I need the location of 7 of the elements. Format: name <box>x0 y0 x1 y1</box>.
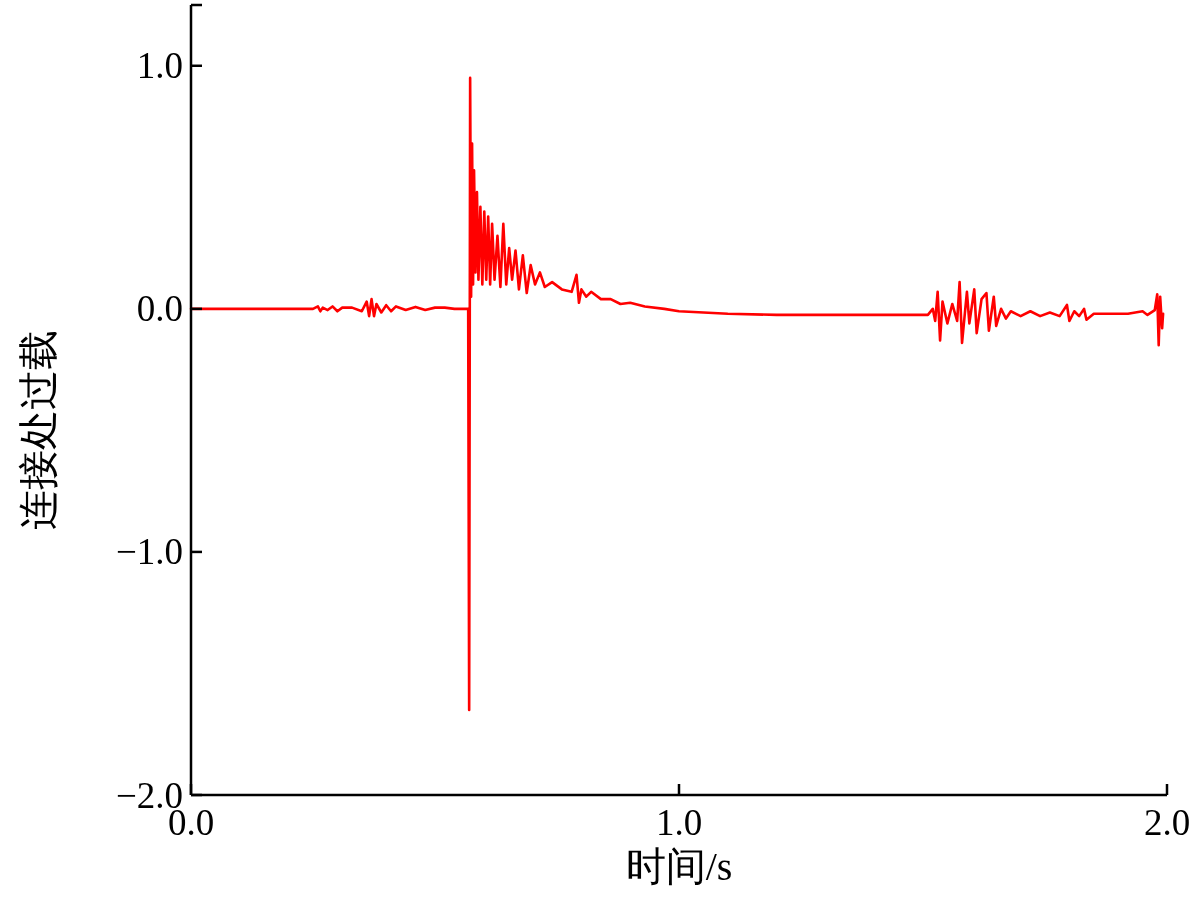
y-tick-label: −1.0 <box>115 531 183 573</box>
x-tick-label: 2.0 <box>1143 802 1191 844</box>
x-tick-label: 1.0 <box>655 802 703 844</box>
y-tick-label: 0.0 <box>136 288 183 330</box>
x-axis-title: 时间/s <box>625 844 733 889</box>
y-axis-title: 连接处过载 <box>16 330 61 530</box>
y-tick-label: 1.0 <box>136 45 183 87</box>
